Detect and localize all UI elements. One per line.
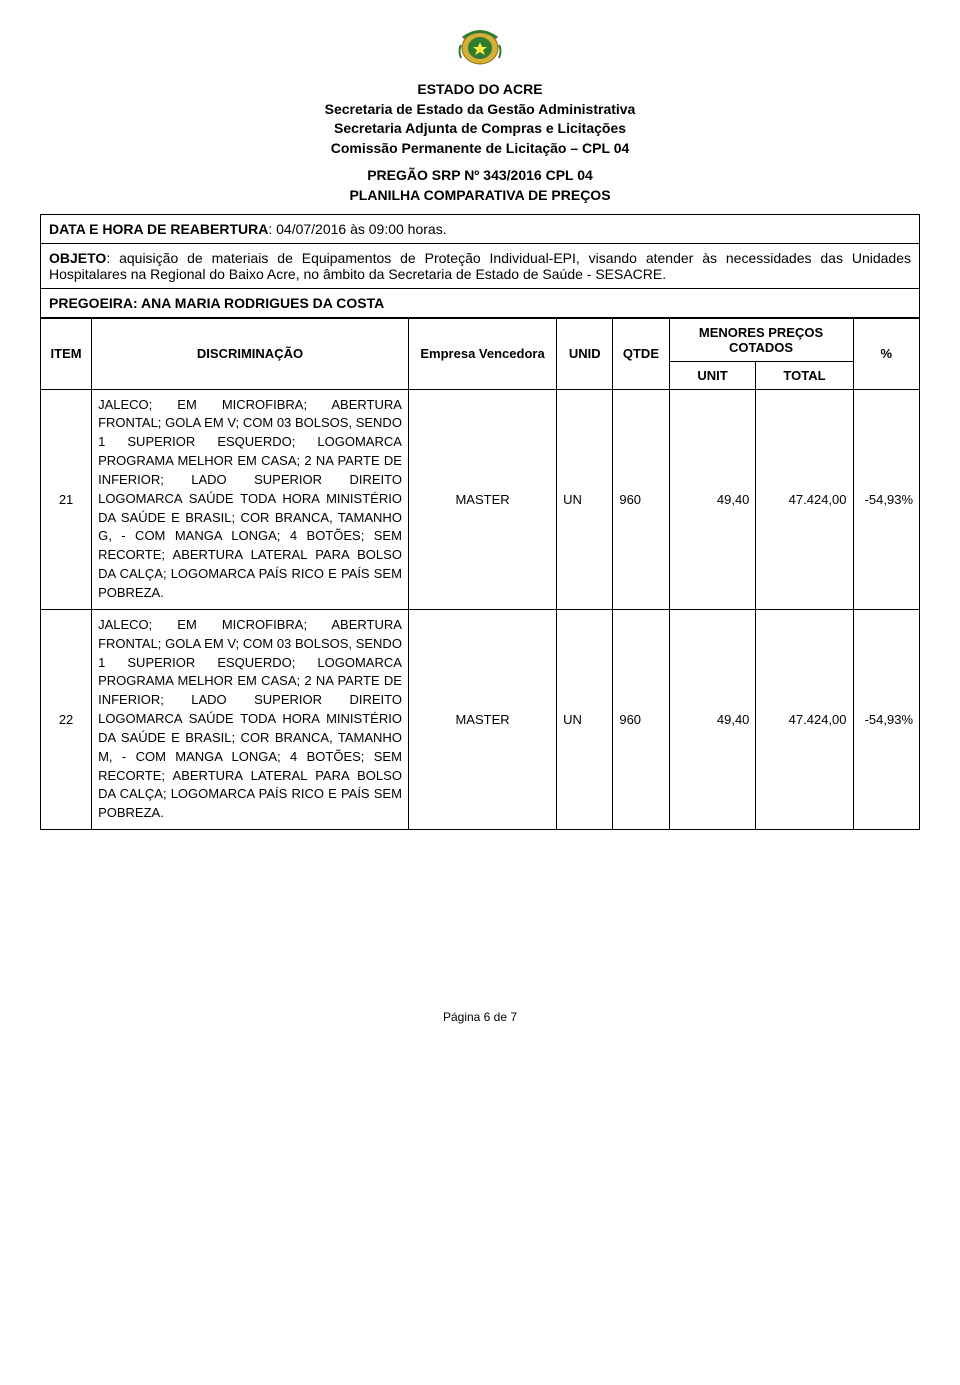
cell-qtde: 960 <box>613 389 669 609</box>
state-crest-icon <box>453 20 508 70</box>
cell-unid: UN <box>557 609 613 829</box>
info-objeto-row: OBJETO: aquisição de materiais de Equipa… <box>41 244 919 289</box>
table-header: ITEM DISCRIMINAÇÃO Empresa Vencedora UNI… <box>41 318 920 389</box>
header-line-2: Secretaria de Estado da Gestão Administr… <box>40 100 920 120</box>
cell-discriminacao: JALECO; EM MICROFIBRA; ABERTURA FRONTAL;… <box>92 609 409 829</box>
th-unid: UNID <box>557 318 613 389</box>
cell-total: 47.424,00 <box>756 389 853 609</box>
table-row: 21 JALECO; EM MICROFIBRA; ABERTURA FRONT… <box>41 389 920 609</box>
th-qtde: QTDE <box>613 318 669 389</box>
info-pregoeira-row: PREGOEIRA: ANA MARIA RODRIGUES DA COSTA <box>41 289 919 317</box>
price-table: ITEM DISCRIMINAÇÃO Empresa Vencedora UNI… <box>40 318 920 831</box>
th-menores: MENORES PREÇOS COTADOS <box>669 318 853 361</box>
cell-qtde: 960 <box>613 609 669 829</box>
page-number: Página 6 de 7 <box>443 1010 517 1024</box>
info-data-row: DATA E HORA DE REABERTURA: 04/07/2016 às… <box>41 215 919 244</box>
th-empresa: Empresa Vencedora <box>408 318 556 389</box>
page-footer: Página 6 de 7 <box>40 1010 920 1024</box>
header-line-1: ESTADO DO ACRE <box>40 80 920 100</box>
header-line-4: Comissão Permanente de Licitação – CPL 0… <box>40 139 920 159</box>
subheader-line-2: PLANILHA COMPARATIVA DE PREÇOS <box>40 186 920 206</box>
cell-empresa: MASTER <box>408 609 556 829</box>
table-body: 21 JALECO; EM MICROFIBRA; ABERTURA FRONT… <box>41 389 920 830</box>
cell-pct: -54,93% <box>853 609 919 829</box>
header-block: ESTADO DO ACRE Secretaria de Estado da G… <box>40 80 920 158</box>
cell-unit: 49,40 <box>669 389 756 609</box>
objeto-value: : aquisição de materiais de Equipamentos… <box>49 250 911 282</box>
th-total: TOTAL <box>756 361 853 389</box>
logo-container <box>40 20 920 75</box>
cell-empresa: MASTER <box>408 389 556 609</box>
subheader-line-1: PREGÃO SRP Nº 343/2016 CPL 04 <box>40 166 920 186</box>
cell-item: 21 <box>41 389 92 609</box>
table-row: 22 JALECO; EM MICROFIBRA; ABERTURA FRONT… <box>41 609 920 829</box>
th-discriminacao: DISCRIMINAÇÃO <box>92 318 409 389</box>
cell-unid: UN <box>557 389 613 609</box>
th-pct: % <box>853 318 919 389</box>
pregoeira-label: PREGOEIRA: <box>49 295 141 311</box>
pregoeira-value: ANA MARIA RODRIGUES DA COSTA <box>141 295 384 311</box>
header-line-3: Secretaria Adjunta de Compras e Licitaçõ… <box>40 119 920 139</box>
th-unit: UNIT <box>669 361 756 389</box>
th-item: ITEM <box>41 318 92 389</box>
objeto-label: OBJETO <box>49 250 106 266</box>
info-box: DATA E HORA DE REABERTURA: 04/07/2016 às… <box>40 214 920 318</box>
data-label: DATA E HORA DE REABERTURA <box>49 221 268 237</box>
cell-pct: -54,93% <box>853 389 919 609</box>
subheader-block: PREGÃO SRP Nº 343/2016 CPL 04 PLANILHA C… <box>40 166 920 205</box>
cell-discriminacao: JALECO; EM MICROFIBRA; ABERTURA FRONTAL;… <box>92 389 409 609</box>
cell-total: 47.424,00 <box>756 609 853 829</box>
cell-unit: 49,40 <box>669 609 756 829</box>
cell-item: 22 <box>41 609 92 829</box>
data-value: : 04/07/2016 às 09:00 horas. <box>268 221 446 237</box>
